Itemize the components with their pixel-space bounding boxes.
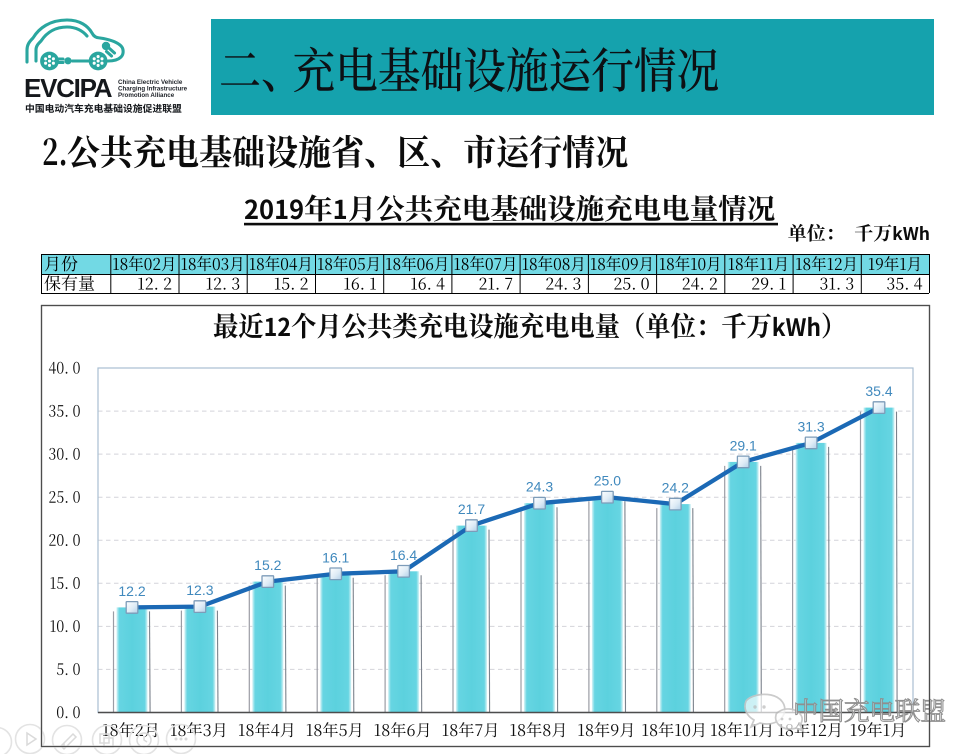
svg-text:31.3: 31.3: [797, 418, 824, 434]
svg-text:Promotion Alliance: Promotion Alliance: [118, 92, 175, 99]
svg-text:16.1: 16.1: [322, 549, 349, 565]
svg-text:12.2: 12.2: [118, 583, 145, 599]
svg-text:15.2: 15.2: [254, 557, 281, 573]
svg-text:24.2: 24.2: [662, 480, 689, 496]
svg-text:EVCIPA: EVCIPA: [24, 73, 113, 103]
svg-text:China Electric Vehicle: China Electric Vehicle: [118, 79, 183, 86]
svg-text:35.4: 35.4: [865, 383, 892, 399]
svg-text:12.3: 12.3: [186, 582, 213, 598]
svg-text:29.1: 29.1: [730, 437, 757, 453]
svg-text:25.0: 25.0: [594, 473, 621, 489]
svg-text:16.4: 16.4: [390, 547, 417, 563]
svg-text:Charging Infrastructure: Charging Infrastructure: [118, 86, 188, 93]
svg-text:24.3: 24.3: [526, 479, 553, 495]
svg-text:21.7: 21.7: [458, 501, 485, 517]
